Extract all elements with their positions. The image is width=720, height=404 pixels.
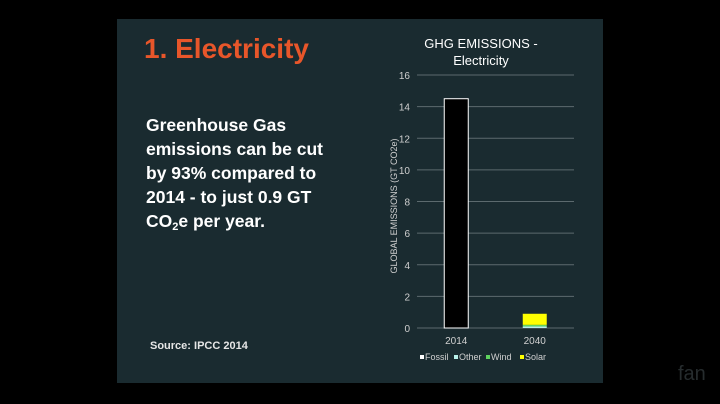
x-tick-label: 2014 bbox=[445, 336, 468, 347]
chart-legend: Fossil Other Wind Solar bbox=[420, 352, 546, 362]
legend-swatch-fossil bbox=[420, 355, 424, 359]
y-tick-label: 8 bbox=[404, 198, 410, 209]
y-tick-label: 6 bbox=[404, 229, 410, 240]
co2-suffix: e per year. bbox=[178, 211, 265, 231]
body-line: emissions can be cut bbox=[146, 139, 324, 159]
co2-prefix: CO bbox=[146, 211, 173, 231]
legend-label-wind: Wind bbox=[491, 352, 512, 362]
chart-title-line-2: Electricity bbox=[453, 53, 509, 68]
slide: 1. Electricity Greenhouse Gas emissions … bbox=[117, 19, 706, 385]
emissions-chart: GHG EMISSIONS - Electricity 0 2 4 6 8 10 12 14 1… bbox=[389, 36, 574, 362]
y-tick-label: 10 bbox=[399, 166, 411, 177]
body-text: Greenhouse Gas emissions can be cut by 9… bbox=[146, 113, 361, 233]
body-line: Greenhouse Gas bbox=[146, 115, 287, 135]
legend-label-other: Other bbox=[459, 352, 482, 362]
watermark: fan bbox=[678, 363, 706, 385]
slide-title: 1. Electricity bbox=[144, 33, 309, 64]
bar-fossil-2014 bbox=[443, 98, 469, 329]
y-tick-labels: 0 2 4 6 8 10 12 14 16 bbox=[399, 71, 411, 335]
source-citation: Source: IPCC 2014 bbox=[150, 340, 248, 352]
x-tick-label: 2040 bbox=[524, 336, 547, 347]
co2-subscript: 2 bbox=[172, 221, 179, 233]
legend-swatch-wind bbox=[486, 355, 490, 359]
bar-other-2040 bbox=[522, 326, 547, 328]
body-line: 2014 - to just 0.9 GT bbox=[146, 187, 312, 207]
bars bbox=[443, 98, 547, 329]
grid-lines bbox=[417, 74, 574, 329]
bar-solar-2040 bbox=[522, 313, 547, 325]
y-tick-label: 0 bbox=[404, 324, 410, 335]
y-tick-label: 16 bbox=[399, 71, 411, 82]
y-axis-label: GLOBAL EMISSIONS (GT CO2e) bbox=[389, 138, 399, 273]
y-tick-label: 2 bbox=[404, 292, 410, 303]
y-tick-label: 4 bbox=[404, 261, 410, 272]
y-tick-label: 14 bbox=[399, 103, 411, 114]
legend-label-fossil: Fossil bbox=[425, 352, 449, 362]
body-line: by 93% compared to bbox=[146, 163, 317, 183]
legend-swatch-solar bbox=[520, 355, 524, 359]
y-tick-label: 12 bbox=[399, 134, 411, 145]
legend-label-solar: Solar bbox=[525, 352, 546, 362]
chart-title-line-1: GHG EMISSIONS - bbox=[424, 36, 537, 51]
body-line-last: CO2e per year. bbox=[146, 209, 361, 233]
bar-wind-2040 bbox=[522, 324, 547, 327]
legend-swatch-other bbox=[454, 355, 458, 359]
x-tick-labels: 2014 2040 bbox=[445, 336, 546, 347]
